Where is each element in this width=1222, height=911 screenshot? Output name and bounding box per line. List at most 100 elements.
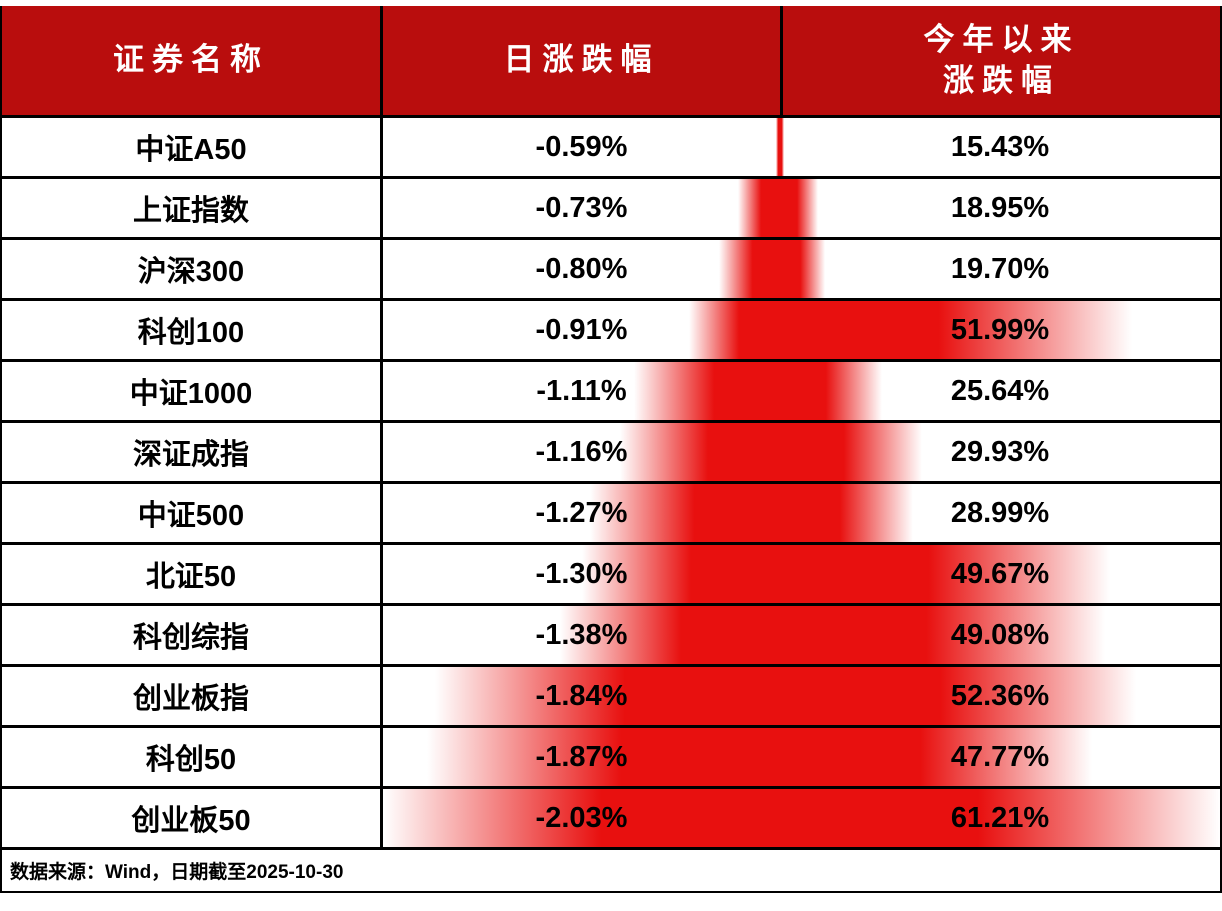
daily-change-value: -0.73% [535,191,628,224]
table-header: 证券名称 日涨跌幅 今年以来 涨跌幅 [2,6,1220,115]
security-name-cell: 中证1000 [2,362,380,420]
security-name: 中证500 [137,500,245,532]
daily-change-databar [718,240,780,298]
ytd-change-value: 15.43% [950,130,1050,163]
table-row: 科创综指 -1.38% 49.08% [2,603,1220,664]
data-source-note: 数据来源：Wind，日期截至2025-10-30 [10,862,344,883]
daily-change-value: -1.11% [536,374,627,407]
daily-change-value: -1.84% [535,679,628,712]
table-footer: 数据来源：Wind，日期截至2025-10-30 [2,847,1220,891]
table-row: 科创50 -1.87% 47.77% [2,725,1220,786]
header-ytd-change-line1: 今年以来 [923,22,1080,58]
ytd-change-databar [780,789,1220,847]
daily-change-databar [776,118,780,176]
ytd-change-cell: 25.64% [780,362,1220,420]
ytd-change-cell: 51.99% [780,301,1220,359]
daily-change-value: -2.03% [535,801,628,834]
security-name: 科创100 [137,317,245,349]
ytd-change-value: 47.77% [950,740,1050,773]
ytd-change-databar [780,179,818,237]
security-name-cell: 科创100 [2,301,380,359]
daily-change-cell: -1.11% [380,362,780,420]
ytd-change-cell: 15.43% [780,118,1220,176]
security-name-cell: 创业板指 [2,667,380,725]
daily-change-value: -1.16% [535,435,628,468]
security-name-cell: 北证50 [2,545,380,603]
daily-change-value: -1.87% [535,740,628,773]
daily-change-databar [582,545,780,603]
daily-change-databar [634,362,780,420]
ytd-change-value: 19.70% [950,252,1050,285]
security-name: 上证指数 [132,195,249,227]
ytd-change-value: 52.36% [950,679,1050,712]
daily-change-cell: -1.87% [380,728,780,786]
daily-change-databar [426,728,780,786]
header-security-name: 证券名称 [2,6,380,115]
ytd-change-cell: 52.36% [780,667,1220,725]
daily-change-cell: -0.59% [380,118,780,176]
table-row: 中证A50 -0.59% 15.43% [2,115,1220,176]
table-row: 创业板50 -2.03% 61.21% [2,786,1220,847]
security-name-cell: 上证指数 [2,179,380,237]
table-row: 创业板指 -1.84% 52.36% [2,664,1220,725]
security-name-cell: 中证A50 [2,118,380,176]
security-name-cell: 科创50 [2,728,380,786]
security-name: 科创综指 [132,622,249,654]
ytd-change-value: 18.95% [950,191,1050,224]
ytd-change-databar [780,606,1105,664]
header-daily-change: 日涨跌幅 [380,6,780,115]
ytd-change-databar [780,545,1111,603]
daily-change-cell: -1.16% [380,423,780,481]
daily-change-cell: -0.80% [380,240,780,298]
ytd-change-value: 49.67% [950,557,1050,590]
table-row: 中证1000 -1.11% 25.64% [2,359,1220,420]
security-name-cell: 中证500 [2,484,380,542]
security-name: 创业板50 [131,805,251,837]
security-name: 创业板指 [132,683,249,715]
security-name: 中证A50 [135,134,247,166]
header-daily-change-label: 日涨跌幅 [503,42,660,78]
daily-change-cell: -0.73% [380,179,780,237]
header-ytd-change: 今年以来 涨跌幅 [780,6,1220,115]
security-name: 北证50 [145,561,237,593]
index-performance-table: 证券名称 日涨跌幅 今年以来 涨跌幅 中证A50 -0.59% 15.43% 上证指数… [0,6,1222,893]
ytd-change-value: 25.64% [950,374,1050,407]
security-name-cell: 科创综指 [2,606,380,664]
ytd-change-value: 61.21% [950,801,1050,834]
ytd-change-cell: 29.93% [780,423,1220,481]
daily-change-cell: -1.27% [380,484,780,542]
daily-change-value: -0.59% [535,130,628,163]
ytd-change-value: 28.99% [950,496,1050,529]
daily-change-databar [383,789,780,847]
ytd-change-databar [780,118,785,176]
ytd-change-databar [780,240,825,298]
security-name: 沪深300 [137,256,245,288]
ytd-change-databar [780,728,1093,786]
table-row: 科创100 -0.91% 51.99% [2,298,1220,359]
daily-change-value: -0.91% [535,313,628,346]
daily-change-databar [737,179,780,237]
daily-change-databar [620,423,780,481]
security-name-cell: 沪深300 [2,240,380,298]
security-name: 深证成指 [132,439,249,471]
daily-change-cell: -1.84% [380,667,780,725]
ytd-change-cell: 49.08% [780,606,1220,664]
daily-change-value: -1.38% [535,618,628,651]
table-body: 中证A50 -0.59% 15.43% 上证指数 -0.73% 18.95% 沪深300 -0… [2,115,1220,847]
daily-change-cell: -0.91% [380,301,780,359]
security-name-cell: 深证成指 [2,423,380,481]
daily-change-databar [590,484,780,542]
ytd-change-value: 51.99% [950,313,1050,346]
ytd-change-databar [780,362,882,420]
ytd-change-databar [780,301,1133,359]
daily-change-value: -1.27% [535,496,628,529]
table-row: 沪深300 -0.80% 19.70% [2,237,1220,298]
daily-change-value: -0.80% [535,252,628,285]
daily-change-databar [688,301,780,359]
ytd-change-value: 29.93% [950,435,1050,468]
ytd-change-cell: 49.67% [780,545,1220,603]
table-row: 上证指数 -0.73% 18.95% [2,176,1220,237]
ytd-change-databar [780,667,1136,725]
header-ytd-change-line2: 涨跌幅 [943,62,1060,98]
ytd-change-cell: 18.95% [780,179,1220,237]
